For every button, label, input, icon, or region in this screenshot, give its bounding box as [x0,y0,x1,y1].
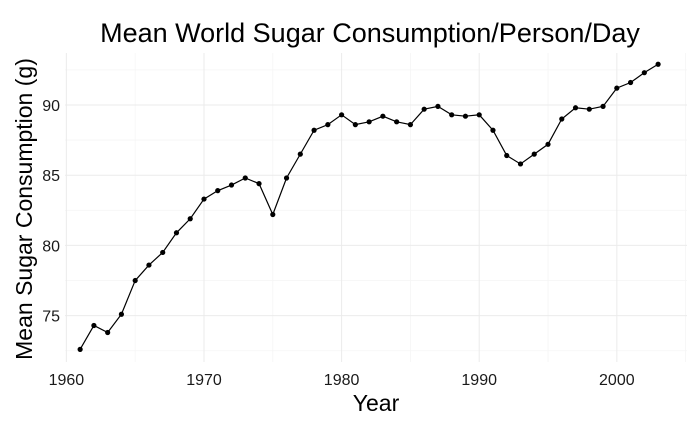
data-point [215,188,221,194]
data-point [228,182,235,188]
data-point [421,106,427,112]
data-point [283,175,290,181]
data-point [160,249,166,256]
chart-title: Mean World Sugar Consumption/Person/Day [100,18,640,48]
data-point [77,346,83,352]
data-point [394,119,400,125]
data-point [146,262,152,268]
data-point [476,112,482,118]
data-point [242,175,248,181]
data-point [462,113,469,119]
y-tick-label: 85 [42,168,60,185]
x-tick-label: 2000 [599,372,635,389]
data-point [545,141,551,147]
data-point [132,277,138,284]
data-point [517,161,524,167]
grid [65,53,687,362]
data-point [614,85,620,91]
x-tick-label: 1960 [49,372,85,389]
series-layer [79,63,659,350]
data-point [311,127,317,133]
tick-labels: 1960 1970 1980 1990 2000 75 80 85 90 [42,98,635,389]
data-point [366,119,372,125]
data-point [641,70,647,76]
data-point [490,127,496,133]
data-point [325,122,331,128]
data-point [504,152,510,159]
x-tick-label: 1970 [186,372,222,389]
data-point [627,79,634,86]
data-point [435,103,441,109]
data-point [297,151,303,157]
data-point [380,113,386,119]
data-point [118,311,125,317]
data-point [572,105,579,111]
data-point [270,211,276,218]
data-point [256,181,262,187]
data-point [559,116,565,122]
data-point [407,122,414,128]
data-point [105,329,111,336]
y-tick-label: 90 [42,98,60,115]
data-point [201,196,207,202]
data-point [600,103,606,109]
data-point [531,151,537,157]
data-point [187,216,193,222]
data-point [586,106,592,112]
series-line [79,63,659,350]
data-point [338,112,345,118]
y-axis-title: Mean Sugar Consumption (g) [11,58,37,360]
y-tick-label: 75 [42,309,60,326]
data-point [352,122,358,128]
x-tick-label: 1980 [324,372,360,389]
data-point [91,322,97,329]
x-tick-label: 1990 [461,372,497,389]
y-tick-label: 80 [42,238,60,255]
x-axis-title: Year [353,390,400,416]
data-point [173,230,180,236]
data-point [655,61,661,67]
data-points [77,61,661,352]
data-point [449,112,455,118]
